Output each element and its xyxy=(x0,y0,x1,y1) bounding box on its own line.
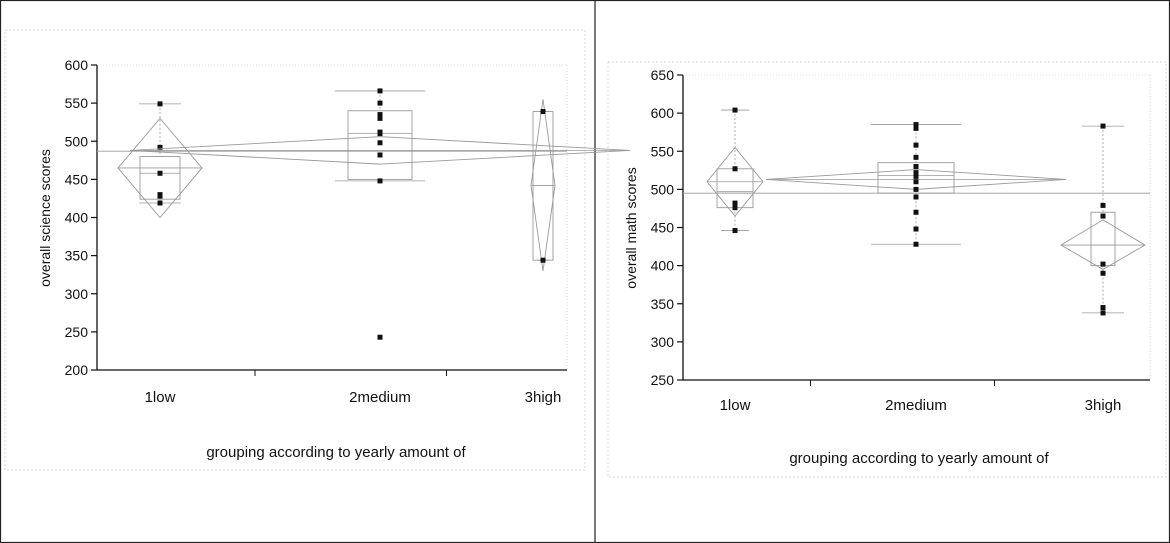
science-panel-border xyxy=(4,29,586,471)
y-tick-label: 300 xyxy=(65,286,89,302)
x-tick-label: 1low xyxy=(720,397,751,414)
y-tick-label: 450 xyxy=(651,220,675,236)
data-point xyxy=(377,152,383,158)
data-point xyxy=(732,205,738,211)
data-point xyxy=(913,179,919,185)
data-point xyxy=(377,112,383,118)
y-tick-label: 650 xyxy=(651,67,675,83)
y-tick-label: 500 xyxy=(65,133,89,149)
y-tick-label: 350 xyxy=(65,248,89,264)
data-point xyxy=(377,178,383,184)
data-point xyxy=(1100,213,1106,219)
data-point xyxy=(913,154,919,160)
y-tick-label: 250 xyxy=(65,324,89,340)
data-point xyxy=(157,170,163,176)
data-point xyxy=(157,200,163,206)
data-point xyxy=(732,200,738,206)
x-tick-label: 3high xyxy=(1085,397,1122,414)
data-point xyxy=(913,122,919,128)
data-point xyxy=(377,115,383,121)
y-axis-label: overall science scores xyxy=(37,149,53,287)
data-point xyxy=(913,194,919,200)
y-tick-label: 400 xyxy=(65,210,89,226)
data-point xyxy=(1100,261,1106,267)
x-tick-label: 3high xyxy=(525,389,562,406)
data-point xyxy=(377,334,383,340)
data-point xyxy=(732,107,738,113)
x-axis-label: grouping according to yearly amount of xyxy=(789,450,1049,467)
math-chart: overall math scores grouping according t… xyxy=(607,61,1167,478)
y-tick-label: 600 xyxy=(65,57,89,73)
data-point xyxy=(540,257,546,263)
y-tick-label: 350 xyxy=(651,296,675,312)
data-point xyxy=(913,142,919,148)
y-tick-label: 200 xyxy=(65,362,89,378)
y-tick-label: 550 xyxy=(651,143,675,159)
y-tick-label: 300 xyxy=(651,334,675,350)
data-point xyxy=(1100,305,1106,311)
y-tick-label: 450 xyxy=(65,171,89,187)
data-point xyxy=(732,166,738,172)
x-tick-label: 2medium xyxy=(349,389,411,406)
data-point xyxy=(540,109,546,115)
y-axis-label: overall math scores xyxy=(623,167,639,288)
data-point xyxy=(913,226,919,232)
data-point xyxy=(1100,202,1106,208)
y-tick-label: 600 xyxy=(651,105,675,121)
data-point xyxy=(913,186,919,192)
x-axis-label: grouping according to yearly amount of xyxy=(206,444,466,461)
y-tick-label: 550 xyxy=(65,95,89,111)
data-point xyxy=(913,173,919,179)
data-point xyxy=(377,131,383,137)
y-tick-label: 250 xyxy=(651,372,675,388)
data-point xyxy=(157,144,163,150)
data-point xyxy=(377,100,383,106)
x-tick-label: 2medium xyxy=(885,397,947,414)
data-point xyxy=(377,88,383,94)
data-point xyxy=(732,228,738,234)
science-chart: overall science scores grouping accordin… xyxy=(4,29,631,471)
data-point xyxy=(1100,310,1106,316)
math-panel-border xyxy=(607,61,1167,478)
data-point xyxy=(913,125,919,131)
data-point xyxy=(157,101,163,107)
y-tick-label: 400 xyxy=(651,258,675,274)
data-point xyxy=(913,241,919,247)
y-tick-label: 500 xyxy=(651,181,675,197)
data-point xyxy=(1100,270,1106,276)
x-tick-label: 1low xyxy=(145,389,176,406)
data-point xyxy=(913,170,919,176)
data-point xyxy=(913,209,919,215)
data-point xyxy=(1100,123,1106,129)
data-point xyxy=(157,193,163,199)
data-point xyxy=(377,140,383,146)
data-point xyxy=(913,164,919,169)
